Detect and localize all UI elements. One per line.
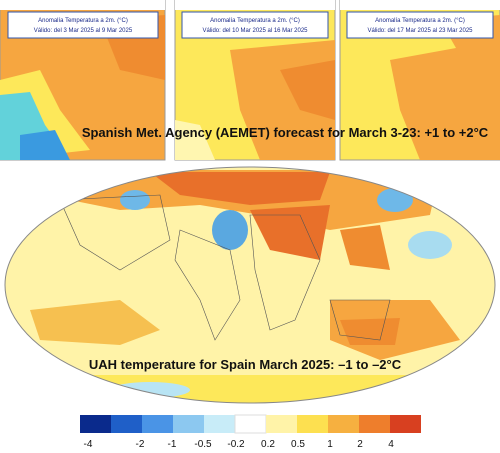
color-scale-label: 2 [357,439,363,450]
color-scale-label: -4 [84,439,93,450]
forecast-panel: Anomalía Temperatura a 2m. (°C) Válido: … [0,0,166,161]
panel-subtitle: Válido: del 3 Mar 2025 al 9 Mar 2025 [34,28,133,34]
color-scale-label: -1 [168,439,177,450]
panel-subtitle: Válido: del 10 Mar 2025 al 16 Mar 2025 [202,28,308,34]
panel-title: Anomalía Temperatura a 2m. (°C) [210,18,300,24]
color-scale-labels: -4 -2 -1 -0.5 -0.2 0.2 0.5 1 2 4 [84,439,395,450]
world-map-caption: UAH temperature for Spain March 2025: –1… [89,357,402,372]
color-scale-label: -0.2 [227,439,245,450]
color-scale-label: 0.5 [291,439,305,450]
color-scale-label: 0.2 [261,439,275,450]
forecast-panel: Anomalía Temperatura a 2m. (°C) Válido: … [174,0,336,161]
color-scale-label: -2 [136,439,145,450]
color-scale-label: -0.5 [194,439,212,450]
color-scale-label: 1 [327,439,333,450]
panel-title: Anomalía Temperatura a 2m. (°C) [375,18,465,24]
world-map [5,167,495,403]
map-outline [4,166,496,404]
panel-title: Anomalía Temperatura a 2m. (°C) [38,18,128,24]
color-scale-label: 4 [388,439,394,450]
panel-subtitle: Válido: del 17 Mar 2025 al 23 Mar 2025 [367,28,473,34]
forecast-panel: Anomalía Temperatura a 2m. (°C) Válido: … [339,0,500,161]
forecast-caption: Spanish Met. Agency (AEMET) forecast for… [82,125,489,140]
color-scale [80,414,421,434]
